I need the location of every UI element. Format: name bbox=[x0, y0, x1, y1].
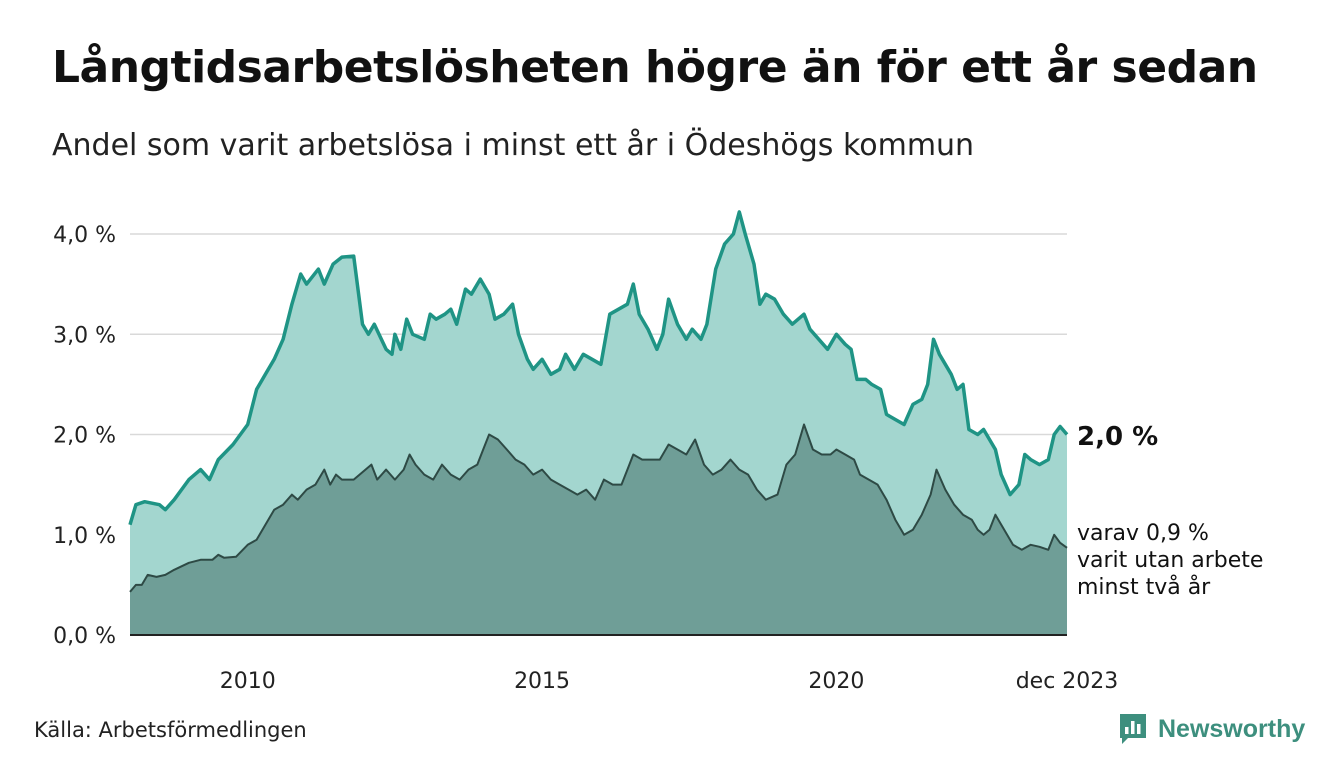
end-label-line: varav 0,9 % bbox=[1077, 521, 1209, 546]
chart-subtitle: Andel som varit arbetslösa i minst ett å… bbox=[52, 128, 975, 163]
newsworthy-logo[interactable]: Newsworthy bbox=[1118, 712, 1305, 746]
end-label-line: minst två år bbox=[1077, 574, 1211, 600]
line-minst-ett-ar bbox=[128, 210, 1069, 526]
end-label-minst-ett-ar: 2,0 % bbox=[1077, 422, 1158, 452]
x-tick-label: 2015 bbox=[514, 669, 570, 694]
y-tick-label: 4,0 % bbox=[53, 223, 116, 248]
source-note: Källa: Arbetsförmedlingen bbox=[34, 718, 307, 742]
y-tick-label: 3,0 % bbox=[53, 323, 116, 348]
y-axis-ticks: 0,0 % 1,0 % 2,0 % 3,0 % 4,0 % bbox=[53, 223, 116, 649]
x-tick-label: dec 2023 bbox=[1016, 669, 1119, 694]
area-minst-tva-ar bbox=[130, 424, 1067, 635]
y-tick-label: 0,0 % bbox=[53, 624, 116, 649]
x-axis-ticks: 2010 2015 2020 dec 2023 bbox=[220, 669, 1119, 694]
x-tick-label: 2020 bbox=[808, 669, 864, 694]
end-label-line: varit utan arbete bbox=[1077, 548, 1263, 573]
brand-name: Newsworthy bbox=[1158, 714, 1306, 743]
chart-title: Långtidsarbetslösheten högre än för ett … bbox=[52, 42, 1258, 93]
y-tick-label: 1,0 % bbox=[53, 524, 116, 549]
line-minst-tva-ar bbox=[129, 423, 1068, 593]
x-tick-label: 2010 bbox=[220, 669, 276, 694]
y-tick-label: 2,0 % bbox=[53, 424, 116, 449]
bar-chart-logo-icon bbox=[1120, 714, 1146, 744]
